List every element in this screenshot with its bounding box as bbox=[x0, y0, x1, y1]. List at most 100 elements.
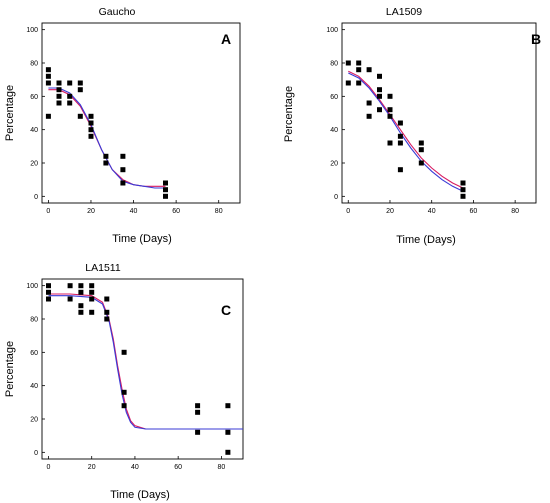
y-tick-label: 20 bbox=[30, 417, 38, 424]
y-tick-label: 20 bbox=[30, 161, 38, 168]
plot-frame bbox=[41, 278, 244, 460]
x-tick-label: 20 bbox=[386, 208, 394, 215]
chart-title: LA1509 bbox=[386, 6, 422, 18]
data-point bbox=[366, 100, 372, 106]
data-point bbox=[121, 349, 127, 355]
plot-frame bbox=[341, 22, 537, 204]
data-point bbox=[56, 100, 62, 106]
data-point bbox=[356, 80, 362, 86]
data-point bbox=[163, 193, 168, 199]
data-point bbox=[56, 87, 62, 93]
data-point bbox=[195, 409, 201, 415]
y-tick-label: 40 bbox=[30, 383, 38, 390]
data-point bbox=[67, 93, 73, 99]
panel-gaucho: Gaucho A Time (Days) Percentage 0 20 40 60 8… bbox=[4, 6, 241, 245]
y-axis-title: Percentage bbox=[4, 341, 16, 397]
y-tick-label: 60 bbox=[330, 94, 338, 101]
y-tick-label: 40 bbox=[30, 127, 38, 134]
data-point bbox=[78, 303, 84, 309]
data-point bbox=[45, 80, 51, 86]
data-point bbox=[45, 113, 51, 119]
data-point bbox=[89, 289, 95, 295]
data-point bbox=[418, 140, 424, 146]
data-point bbox=[356, 67, 362, 73]
data-point bbox=[104, 296, 110, 302]
y-tick-label: 40 bbox=[330, 127, 338, 134]
panel-label: A bbox=[221, 31, 231, 47]
y-axis-title: Percentage bbox=[283, 86, 295, 142]
data-point bbox=[345, 80, 351, 86]
data-point bbox=[163, 180, 168, 186]
data-point bbox=[104, 316, 110, 322]
fit-curve-1 bbox=[48, 89, 166, 187]
x-tick-label: 80 bbox=[215, 208, 223, 215]
x-tick-label: 0 bbox=[346, 208, 350, 215]
x-tick-label: 0 bbox=[47, 464, 51, 471]
data-point bbox=[397, 120, 403, 126]
data-point bbox=[45, 67, 51, 73]
data-point bbox=[67, 296, 73, 302]
x-tick-label: 20 bbox=[88, 464, 96, 471]
x-tick-label: 80 bbox=[217, 464, 225, 471]
data-point bbox=[121, 389, 127, 395]
chart-title: Gaucho bbox=[99, 6, 136, 18]
data-point bbox=[67, 80, 73, 86]
data-point bbox=[397, 167, 403, 173]
fit-curve-2 bbox=[48, 295, 243, 430]
y-axis-title: Percentage bbox=[4, 85, 16, 141]
fit-curve-2 bbox=[348, 72, 464, 192]
panel-label: C bbox=[221, 302, 231, 318]
data-point bbox=[88, 120, 94, 126]
y-tick-label: 80 bbox=[30, 61, 38, 68]
data-point bbox=[88, 133, 94, 139]
y-tick-label: 20 bbox=[330, 161, 338, 168]
y-tick-label: 80 bbox=[30, 317, 38, 324]
data-point bbox=[418, 147, 424, 153]
data-point bbox=[377, 93, 382, 99]
data-point bbox=[77, 87, 83, 93]
data-point bbox=[225, 429, 231, 435]
x-tick-label: 60 bbox=[172, 208, 180, 215]
x-tick-label: 40 bbox=[130, 208, 138, 215]
data-point bbox=[88, 127, 94, 133]
data-point bbox=[345, 60, 351, 66]
data-point bbox=[46, 283, 51, 289]
fit-curve-1 bbox=[48, 293, 243, 430]
fit-curve-1 bbox=[348, 70, 464, 189]
data-point bbox=[88, 113, 94, 119]
data-point bbox=[120, 180, 126, 186]
panel-la1511: LA1511 C Time (Days) Percentage 0 20 40 60 8… bbox=[4, 262, 244, 501]
x-axis-title: Time (Days) bbox=[110, 489, 169, 501]
data-point bbox=[103, 153, 109, 159]
fit-curve-2 bbox=[48, 87, 166, 189]
x-tick-label: 40 bbox=[428, 208, 436, 215]
data-point bbox=[418, 160, 424, 166]
x-tick-label: 60 bbox=[470, 208, 478, 215]
data-point bbox=[377, 87, 382, 93]
data-point bbox=[397, 133, 403, 139]
data-point bbox=[195, 403, 201, 409]
x-axis-title: Time (Days) bbox=[396, 234, 455, 246]
x-tick-label: 80 bbox=[511, 208, 519, 215]
data-point bbox=[56, 80, 62, 86]
data-point bbox=[78, 283, 84, 289]
data-point bbox=[163, 187, 168, 193]
y-tick-label: 100 bbox=[26, 283, 38, 290]
plot-frame bbox=[41, 22, 241, 204]
data-point bbox=[67, 283, 73, 289]
x-tick-label: 40 bbox=[131, 464, 139, 471]
data-point bbox=[89, 296, 95, 302]
data-point bbox=[78, 309, 84, 315]
data-point bbox=[387, 93, 393, 99]
data-point bbox=[195, 429, 201, 435]
data-point bbox=[366, 67, 372, 73]
data-point bbox=[377, 73, 382, 79]
data-point bbox=[45, 73, 51, 79]
y-tick-label: 60 bbox=[30, 94, 38, 101]
x-tick-label: 60 bbox=[174, 464, 182, 471]
data-point bbox=[56, 93, 62, 99]
x-tick-label: 0 bbox=[46, 208, 50, 215]
data-point bbox=[89, 309, 95, 315]
data-point bbox=[460, 193, 466, 199]
